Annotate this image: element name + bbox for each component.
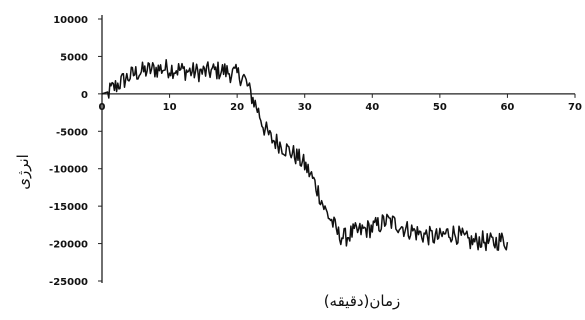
x-tick-label: 50 [433,102,447,113]
y-tick-label: -10000 [49,165,88,176]
series-line [101,59,509,252]
x-tick-label: 0 [99,102,106,113]
x-tick-label: 20 [230,102,244,113]
y-tick-labels: 10000 5000 0 -5000 -10000 -15000 -20000 -25000 [49,15,102,288]
x-tick-label: 60 [500,102,514,113]
series-group [101,59,509,252]
y-tick-label: 5000 [60,52,88,63]
y-tick-label: -15000 [49,202,88,213]
x-tick-label: 40 [365,102,379,113]
axes [101,15,575,283]
y-tick-label: 10000 [53,15,88,26]
x-tick-label: 70 [568,102,582,113]
x-tick-labels: 0 10 20 30 40 50 60 70 [99,93,582,113]
y-tick-label: -5000 [56,127,88,138]
y-tick-label: -25000 [49,277,88,288]
y-tick-label: -20000 [49,240,88,251]
x-tick-label: 10 [163,102,177,113]
x-tick-label: 30 [298,102,312,113]
x-axis-title: زمان(دقیقه) [324,292,401,310]
y-tick-label: 0 [81,90,88,101]
y-axis-title: انرژی [14,154,32,190]
